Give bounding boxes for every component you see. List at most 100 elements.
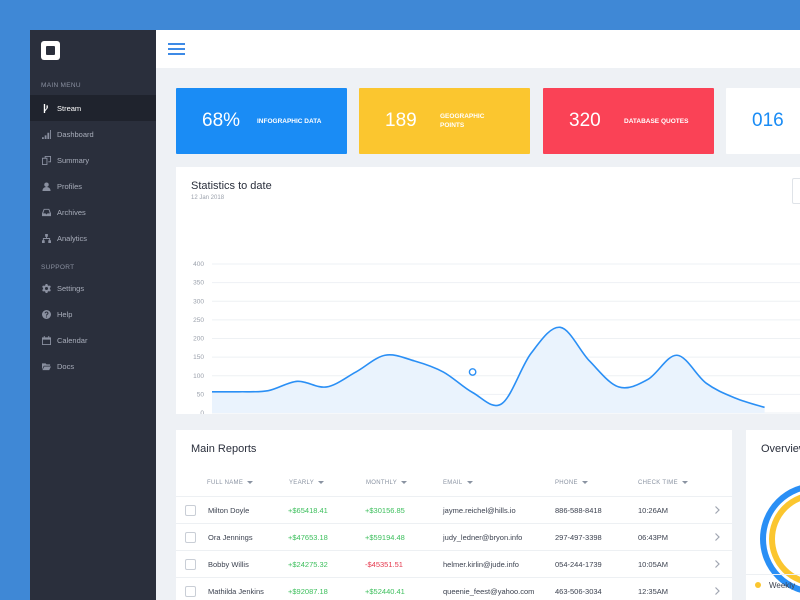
y-tick-label: 400: [193, 261, 204, 268]
cell-email: helmer.kirlin@jude.info: [443, 560, 519, 569]
stat-label: GEOGRAPHIC POINTS: [440, 113, 485, 129]
cell-email: judy_ledner@bryon.info: [443, 533, 523, 542]
row-checkbox[interactable]: [185, 532, 196, 543]
stream-icon: [41, 103, 51, 113]
cell-yearly: +$24275.32: [288, 560, 328, 569]
cell-name: Mathilda Jenkins: [208, 587, 264, 596]
chevron-right-icon[interactable]: [712, 505, 722, 515]
logo-icon[interactable]: [41, 41, 60, 60]
sidebar-item-label: Stream: [57, 103, 82, 113]
stat-card-geographic[interactable]: 189 GEOGRAPHIC POINTS: [359, 88, 530, 154]
stat-label: DATABASE QUOTES: [624, 117, 689, 125]
sidebar-item-archives[interactable]: Archives: [30, 199, 156, 225]
y-tick-label: 100: [193, 373, 204, 380]
cell-phone: 054-244-1739: [555, 560, 602, 569]
sidebar-item-label: Profiles: [57, 181, 83, 191]
user-icon: [41, 181, 51, 191]
stat-card-infographic[interactable]: 68% INFOGRAPHIC DATA: [176, 88, 347, 154]
cell-email: queenie_feest@yahoo.com: [443, 587, 535, 596]
sidebar-item-label: Archives: [57, 207, 86, 217]
cell-monthly: +$59194.48: [365, 533, 405, 542]
cell-check-time: 06:43PM: [638, 533, 669, 542]
sidebar-item-calendar[interactable]: Calendar: [30, 327, 156, 353]
sidebar-item-help[interactable]: Help: [30, 301, 156, 327]
cell-phone: 886-588-8418: [555, 506, 602, 515]
series-area: [212, 327, 765, 413]
sidebar-item-summary[interactable]: Summary: [30, 147, 156, 173]
cell-name: Milton Doyle: [208, 506, 250, 515]
sidebar-item-label: Docs: [57, 361, 75, 371]
stat-value: 189: [385, 110, 417, 131]
sitemap-icon: [41, 233, 51, 243]
weekly-legend-dot: [755, 582, 761, 588]
statistics-date: 12 Jan 2018: [191, 195, 225, 201]
statistics-panel: Statistics to date 12 Jan 2018 0 50 100 150…: [176, 167, 800, 414]
cell-check-time: 12:35AM: [638, 587, 669, 596]
cell-monthly: -$45351.51: [365, 560, 403, 569]
row-checkbox[interactable]: [185, 586, 196, 597]
inbox-icon: [41, 207, 51, 217]
table-row[interactable]: Ora Jennings +$47653.18 +$59194.48 judy_…: [176, 523, 732, 550]
sidebar-item-label: Help: [57, 309, 73, 319]
statistics-filter-button[interactable]: [792, 178, 800, 204]
table-row[interactable]: Milton Doyle +$65418.41 +$30156.85 jayme…: [176, 496, 732, 523]
help-icon: [41, 309, 51, 319]
statistics-title: Statistics to date: [191, 180, 272, 192]
overview-panel: Overview Weekly: [746, 430, 800, 600]
chevron-right-icon[interactable]: [712, 559, 722, 569]
sidebar: MAIN MENU Stream Dashboard Summary Profi…: [30, 30, 156, 600]
stat-label: INFOGRAPHIC DATA: [257, 117, 322, 125]
reports-title: Main Reports: [191, 443, 257, 455]
main-reports-panel: Main Reports FULL NAME YEARLY MONTHLY EM…: [176, 430, 732, 600]
col-header-check-time[interactable]: CHECK TIME: [638, 480, 688, 486]
table-row[interactable]: Bobby Willis +$24275.32 -$45351.51 helme…: [176, 550, 732, 577]
app-window: MAIN MENU Stream Dashboard Summary Profi…: [30, 30, 800, 600]
highlight-point: [468, 368, 477, 376]
chevron-right-icon[interactable]: [712, 586, 722, 596]
col-header-yearly[interactable]: YEARLY: [289, 480, 325, 486]
col-header-email[interactable]: EMAIL: [443, 480, 473, 486]
cell-email: jayme.reichel@hills.io: [443, 506, 516, 515]
y-tick-label: 300: [193, 298, 204, 305]
col-header-phone[interactable]: PHONE: [555, 480, 588, 486]
chevron-right-icon[interactable]: [712, 532, 722, 542]
donut-inner-ring: [769, 494, 800, 584]
sidebar-item-analytics[interactable]: Analytics: [30, 225, 156, 251]
cell-name: Ora Jennings: [208, 533, 253, 542]
main-menu-label: MAIN MENU: [41, 82, 81, 89]
col-header-monthly[interactable]: MONTHLY: [366, 480, 407, 486]
menu-icon[interactable]: [168, 43, 185, 55]
sidebar-item-label: Analytics: [57, 233, 88, 243]
cell-yearly: +$47653.18: [288, 533, 328, 542]
topbar: [156, 30, 800, 68]
stat-value: 320: [569, 110, 601, 131]
sidebar-item-stream[interactable]: Stream: [30, 95, 156, 121]
stat-value: 016: [752, 110, 784, 131]
sidebar-item-dashboard[interactable]: Dashboard: [30, 121, 156, 147]
sidebar-item-profiles[interactable]: Profiles: [30, 173, 156, 199]
y-tick-label: 50: [197, 391, 205, 398]
cell-phone: 463-506-3034: [555, 587, 602, 596]
row-checkbox[interactable]: [185, 505, 196, 516]
cell-monthly: +$30156.85: [365, 506, 405, 515]
donut-outer-ring: [760, 485, 800, 593]
y-tick-label: 0: [200, 410, 204, 414]
y-tick-label: 150: [193, 354, 204, 361]
sidebar-item-settings[interactable]: Settings: [30, 275, 156, 301]
overview-title: Overview: [761, 443, 800, 455]
calendar-icon: [41, 335, 51, 345]
cell-check-time: 10:05AM: [638, 560, 669, 569]
sidebar-item-label: Calendar: [57, 335, 88, 345]
row-checkbox[interactable]: [185, 559, 196, 570]
col-header-full-name[interactable]: FULL NAME: [207, 480, 254, 486]
stat-card-fourth[interactable]: 016: [726, 88, 800, 154]
overview-divider: [746, 574, 800, 575]
y-tick-label: 200: [193, 336, 204, 343]
sidebar-item-docs[interactable]: Docs: [30, 353, 156, 379]
sidebar-item-label: Dashboard: [57, 129, 94, 139]
copy-icon: [41, 155, 51, 165]
table-row[interactable]: Mathilda Jenkins +$92087.18 +$52440.41 q…: [176, 577, 732, 600]
cell-monthly: +$52440.41: [365, 587, 405, 596]
stat-card-database[interactable]: 320 DATABASE QUOTES: [543, 88, 714, 154]
gear-icon: [41, 283, 51, 293]
